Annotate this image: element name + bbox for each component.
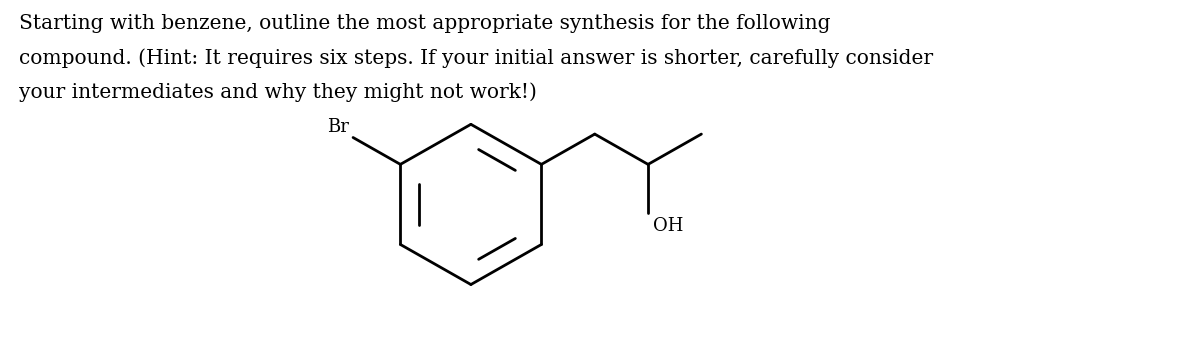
Text: Starting with benzene, outline the most appropriate synthesis for the following: Starting with benzene, outline the most …: [19, 14, 830, 33]
Text: OH: OH: [653, 217, 684, 235]
Text: compound. (Hint: It requires six steps. If your initial answer is shorter, caref: compound. (Hint: It requires six steps. …: [19, 48, 934, 68]
Text: Br: Br: [328, 118, 349, 136]
Text: your intermediates and why they might not work!): your intermediates and why they might no…: [19, 82, 536, 102]
